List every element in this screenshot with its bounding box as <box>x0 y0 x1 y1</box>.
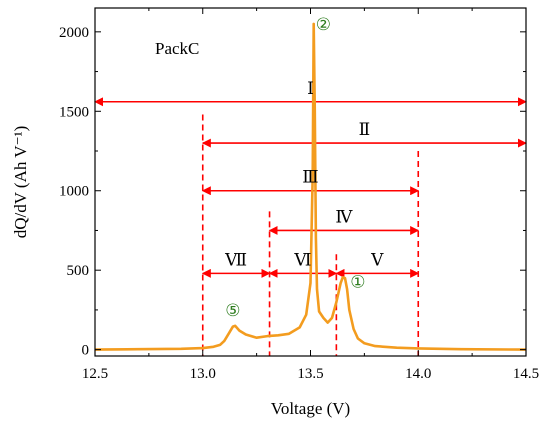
y-axis-label: dQ/dV (Ah V⁻¹) <box>11 126 30 239</box>
span-label: Ⅲ <box>302 168 318 187</box>
y-tick-label: 0 <box>82 343 90 359</box>
span-label: Ⅰ <box>307 79 314 98</box>
span-label: Ⅴ <box>370 250 384 269</box>
inset-label: PackC <box>155 39 199 58</box>
span-label: Ⅱ <box>359 120 371 139</box>
x-axis-label: Voltage (V) <box>271 399 350 418</box>
y-tick-label: 500 <box>67 263 90 279</box>
peak-marker: ⑤ <box>225 301 240 321</box>
series-layer <box>94 22 527 351</box>
span-label: Ⅶ <box>224 250 247 269</box>
peak-marker: ② <box>316 15 331 35</box>
x-tick-label: 14.0 <box>405 366 431 382</box>
x-tick-label: 14.5 <box>513 366 539 382</box>
span-label: Ⅵ <box>293 250 311 269</box>
x-tick-label: 13.0 <box>190 366 216 382</box>
y-tick-label: 1000 <box>59 184 89 200</box>
y-tick-label: 1500 <box>59 104 89 120</box>
text-layer: 12.5 13.0 13.5 14.0 14.5 0 500 1000 1500 2000 Volt… <box>11 15 539 418</box>
x-tick-label: 13.5 <box>297 366 323 382</box>
x-tick-label: 12.5 <box>82 366 108 382</box>
dqdv-series-line <box>94 22 527 351</box>
span-label: Ⅳ <box>335 207 353 226</box>
y-tick-label: 2000 <box>59 25 89 41</box>
peak-marker: ① <box>350 272 365 292</box>
axes-layer <box>94 7 527 357</box>
